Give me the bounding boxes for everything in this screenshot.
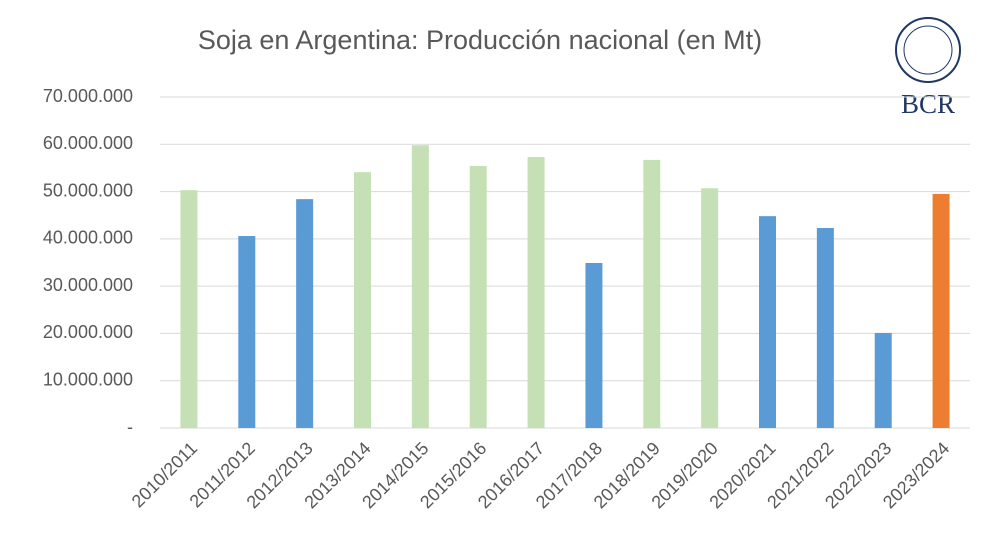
bar bbox=[296, 199, 314, 428]
bar bbox=[874, 332, 892, 428]
bar bbox=[527, 157, 545, 428]
bar bbox=[643, 159, 661, 428]
bar bbox=[932, 193, 950, 428]
bar bbox=[816, 227, 834, 428]
y-tick-label: 30.000.000 bbox=[43, 275, 133, 295]
y-tick-label: 50.000.000 bbox=[43, 180, 133, 200]
bar bbox=[354, 172, 371, 428]
bar bbox=[180, 190, 198, 428]
logo: BCR bbox=[895, 17, 961, 119]
bar bbox=[469, 166, 487, 428]
y-tick-label: 70.000.000 bbox=[43, 86, 133, 106]
logo-seal bbox=[895, 17, 961, 83]
bar bbox=[585, 262, 603, 428]
y-tick-label: - bbox=[127, 417, 133, 437]
chart-title: Soja en Argentina: Producción nacional (… bbox=[198, 25, 762, 55]
bar bbox=[411, 145, 429, 428]
y-tick-label: 40.000.000 bbox=[43, 228, 133, 248]
y-tick-label: 60.000.000 bbox=[43, 133, 133, 153]
y-tick-label: 20.000.000 bbox=[43, 322, 133, 342]
bar bbox=[238, 236, 256, 428]
logo-text: BCR bbox=[901, 89, 955, 119]
y-tick-label: 10.000.000 bbox=[43, 369, 133, 389]
logo-seal-inner bbox=[903, 25, 953, 75]
bar bbox=[759, 216, 776, 428]
bar bbox=[701, 188, 719, 428]
